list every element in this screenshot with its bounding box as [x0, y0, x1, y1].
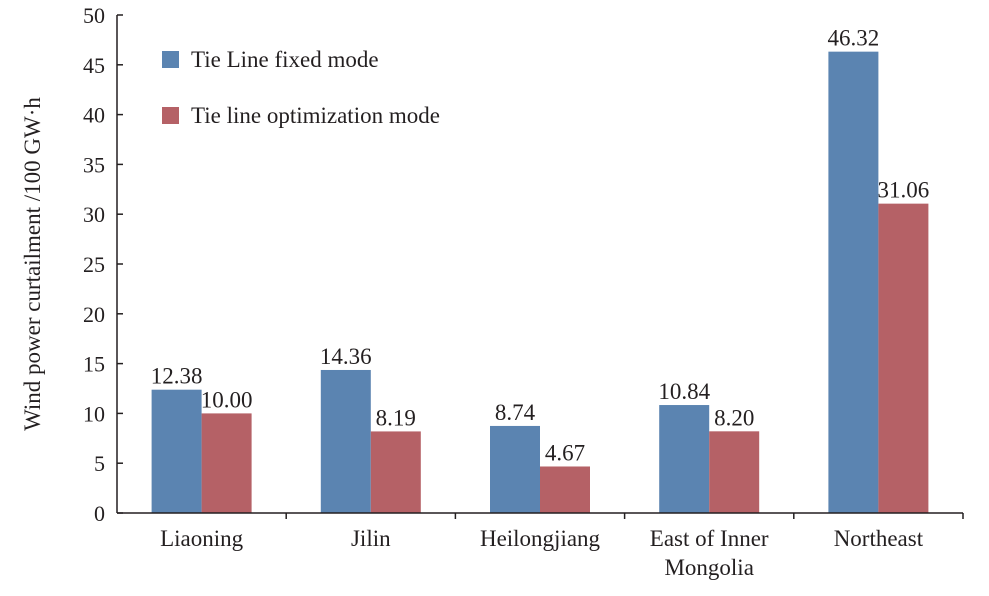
data-label-optimization-1: 8.19: [376, 405, 416, 430]
y-tick-label-40: 40: [83, 103, 105, 128]
category-label-4: Northeast: [834, 526, 924, 551]
y-tick-label-35: 35: [83, 152, 105, 177]
y-tick-label-10: 10: [83, 401, 105, 426]
bar-optimization-0: [201, 413, 252, 513]
data-label-fixed-1: 14.36: [320, 344, 372, 369]
data-label-fixed-4: 46.32: [828, 26, 880, 51]
bar-fixed-0: [151, 389, 202, 513]
data-label-fixed-2: 8.74: [495, 400, 536, 425]
y-tick-label-0: 0: [94, 501, 105, 526]
data-label-optimization-4: 31.06: [878, 178, 930, 203]
category-label-1: Jilin: [351, 526, 391, 551]
bar-fixed-2: [490, 425, 540, 513]
y-tick-label-25: 25: [83, 252, 105, 277]
legend-label-optimization: Tie line optimization mode: [191, 103, 440, 128]
bar-optimization-4: [878, 203, 929, 513]
y-tick-label-20: 20: [83, 302, 105, 327]
y-axis-title: Wind power curtailment /100 GW·h: [20, 97, 45, 431]
bar-fixed-1: [320, 369, 371, 513]
y-tick-label-45: 45: [83, 53, 105, 78]
y-tick-label-5: 5: [94, 451, 105, 476]
bar-optimization-3: [709, 431, 760, 513]
legend-label-fixed: Tie Line fixed mode: [191, 47, 379, 72]
legend-swatch-optimization: [162, 107, 179, 124]
bars: [151, 51, 929, 513]
y-tick-label-30: 30: [83, 202, 105, 227]
bar-fixed-4: [828, 51, 879, 513]
category-label-3: East of Inner Mongolia: [650, 526, 769, 580]
legend: Tie Line fixed mode Tie line optimization…: [162, 47, 440, 128]
y-tick-label-50: 50: [83, 3, 105, 28]
y-tick-label-15: 15: [83, 352, 105, 377]
bar-optimization-1: [370, 431, 421, 513]
bar-optimization-2: [540, 466, 590, 513]
data-label-fixed-3: 10.84: [658, 379, 710, 404]
category-label-0: Liaoning: [160, 526, 244, 551]
y-ticks: 0 5 10 15 20 25 30 35 40 45 50: [83, 3, 123, 526]
data-label-optimization-0: 10.00: [201, 387, 253, 412]
bar-fixed-3: [659, 405, 710, 513]
y-axis-title-group: Wind power curtailment /100 GW·h: [20, 97, 45, 431]
data-label-optimization-3: 8.20: [714, 405, 754, 430]
data-label-fixed-0: 12.38: [151, 364, 203, 389]
legend-swatch-fixed: [162, 51, 179, 68]
category-labels: Liaoning Jilin Heilongjiang East of Inner Mo…: [160, 526, 924, 580]
data-label-optimization-2: 4.67: [545, 440, 585, 465]
category-label-2: Heilongjiang: [480, 526, 601, 551]
